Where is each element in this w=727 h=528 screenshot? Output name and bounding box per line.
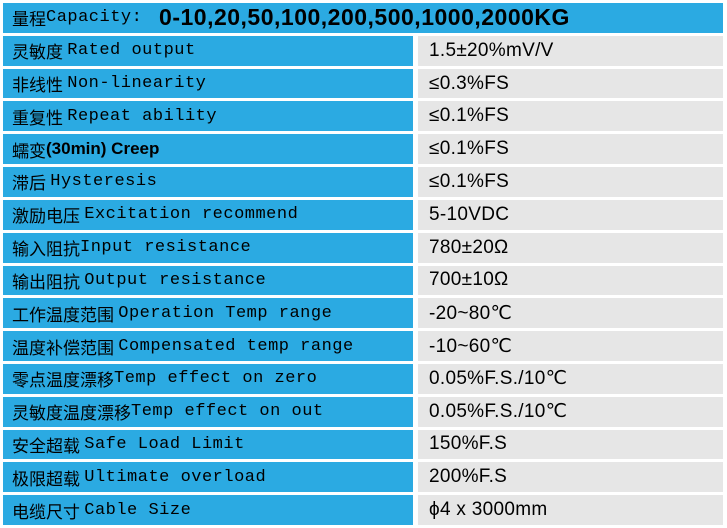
capacity-header-label-en: Capacity:: [46, 8, 154, 28]
value-text: ≤0.3%FS: [429, 72, 510, 94]
spec-row-value: 0.05%F.S./10℃: [418, 396, 723, 427]
label-cn: 重复性: [12, 108, 68, 128]
capacity-header-values: 0-10,20,50,100,200,500,1000,2000KG: [159, 4, 570, 31]
spec-row-value: ϕ4 x 3000mm: [418, 495, 723, 525]
spec-row-label: 零点温度漂移 Temp effect on zero: [3, 363, 413, 394]
label-en: Non-linearity: [67, 74, 207, 94]
value-text: ≤0.1%FS: [429, 105, 510, 127]
value-text: 200%F.S: [429, 466, 508, 488]
value-text: -10~60℃: [429, 335, 513, 357]
spec-row-label: 滞后 Hysteresis: [3, 167, 413, 197]
label-en: Temp effect on zero: [114, 369, 318, 389]
spec-row-label: 温度补偿范围 Compensated temp range: [3, 331, 413, 361]
label-cn: 蠕变: [12, 141, 46, 161]
value-text: 1.5±20%mV/V: [429, 39, 554, 61]
value-text: ≤0.1%FS: [429, 138, 510, 160]
value-text: 0.05%F.S./10℃: [429, 368, 568, 390]
value-text: ≤0.1%FS: [429, 170, 510, 192]
spec-row-label: 输入阻抗 Input resistance: [3, 232, 413, 263]
value-text: ϕ4 x 3000mm: [429, 499, 548, 521]
spec-row-label: 蠕变 (30min) Creep: [3, 134, 413, 165]
label-cn: 输入阻抗: [12, 240, 80, 260]
spec-row-value: 0.05%F.S./10℃: [418, 363, 723, 394]
label-cn: 极限超载: [12, 469, 85, 489]
label-cn: 安全超载: [12, 436, 85, 456]
spec-row-value: 780±20Ω: [418, 232, 723, 263]
value-text: 0.05%F.S./10℃: [429, 401, 568, 423]
value-text: -20~80℃: [429, 302, 513, 324]
label-en: Input resistance: [80, 238, 252, 258]
spec-row-value: ≤0.1%FS: [418, 167, 723, 197]
spec-row-value: 200%F.S: [418, 462, 723, 493]
spec-row-value: 1.5±20%mV/V: [418, 35, 723, 66]
spec-row-value: 150%F.S: [418, 429, 723, 460]
spec-table: 量程 Capacity: 0-10,20,50,100,200,500,1000,…: [3, 3, 723, 525]
spec-row-value: ≤0.1%FS: [418, 134, 723, 165]
label-cn: 零点温度漂移: [12, 371, 114, 391]
label-en: Hysteresis: [50, 172, 158, 192]
capacity-header-label-cn: 量程: [12, 10, 46, 30]
label-en: Ultimate overload: [84, 467, 267, 487]
spec-row-value: 700±10Ω: [418, 265, 723, 296]
spec-row-value: -20~80℃: [418, 298, 723, 329]
label-en: Output resistance: [84, 270, 267, 290]
label-cn: 滞后: [12, 174, 51, 194]
spec-row-label: 灵敏度温度漂移 Temp effect on out: [3, 396, 413, 427]
label-en: Cable Size: [84, 500, 192, 520]
spec-row-label: 极限超载 Ultimate overload: [3, 462, 413, 493]
spec-row-label: 输出阻抗 Output resistance: [3, 265, 413, 296]
label-cn: 电缆尺寸: [12, 502, 85, 522]
spec-row-value: ≤0.3%FS: [418, 68, 723, 99]
spec-row-label: 非线性 Non-linearity: [3, 68, 413, 99]
spec-row-value: 5-10VDC: [418, 199, 723, 230]
spec-row-label: 激励电压 Excitation recommend: [3, 199, 413, 230]
label-cn: 激励电压: [12, 207, 85, 227]
label-en: Excitation recommend: [84, 205, 299, 225]
spec-row-label: 电缆尺寸 Cable Size: [3, 495, 413, 525]
value-text: 5-10VDC: [429, 203, 510, 225]
spec-row-label: 灵敏度 Rated output: [3, 35, 413, 66]
value-text: 780±20Ω: [429, 236, 509, 258]
label-cn: 温度补偿范围: [12, 338, 119, 358]
label-cn: 灵敏度温度漂移: [12, 404, 131, 424]
label-en: Temp effect on out: [131, 402, 324, 422]
spec-row-label: 重复性 Repeat ability: [3, 101, 413, 132]
spec-row-label: 工作温度范围 Operation Temp range: [3, 298, 413, 329]
label-cn: 输出阻抗: [12, 272, 85, 292]
label-cn: 非线性: [12, 76, 68, 96]
label-en: Operation Temp range: [118, 303, 333, 323]
label-en: (30min) Creep: [46, 139, 160, 159]
label-en: Repeat ability: [67, 106, 218, 126]
label-en: Safe Load Limit: [84, 434, 245, 454]
label-cn: 工作温度范围: [12, 305, 119, 325]
label-en: Compensated temp range: [118, 336, 354, 356]
spec-row-label: 安全超载 Safe Load Limit: [3, 429, 413, 460]
label-cn: 灵敏度: [12, 43, 68, 63]
value-text: 700±10Ω: [429, 269, 509, 291]
value-text: 150%F.S: [429, 433, 508, 455]
capacity-header-row: 量程 Capacity: 0-10,20,50,100,200,500,1000,…: [3, 3, 723, 33]
label-en: Rated output: [67, 41, 196, 61]
spec-row-value: ≤0.1%FS: [418, 101, 723, 132]
spec-row-value: -10~60℃: [418, 331, 723, 361]
